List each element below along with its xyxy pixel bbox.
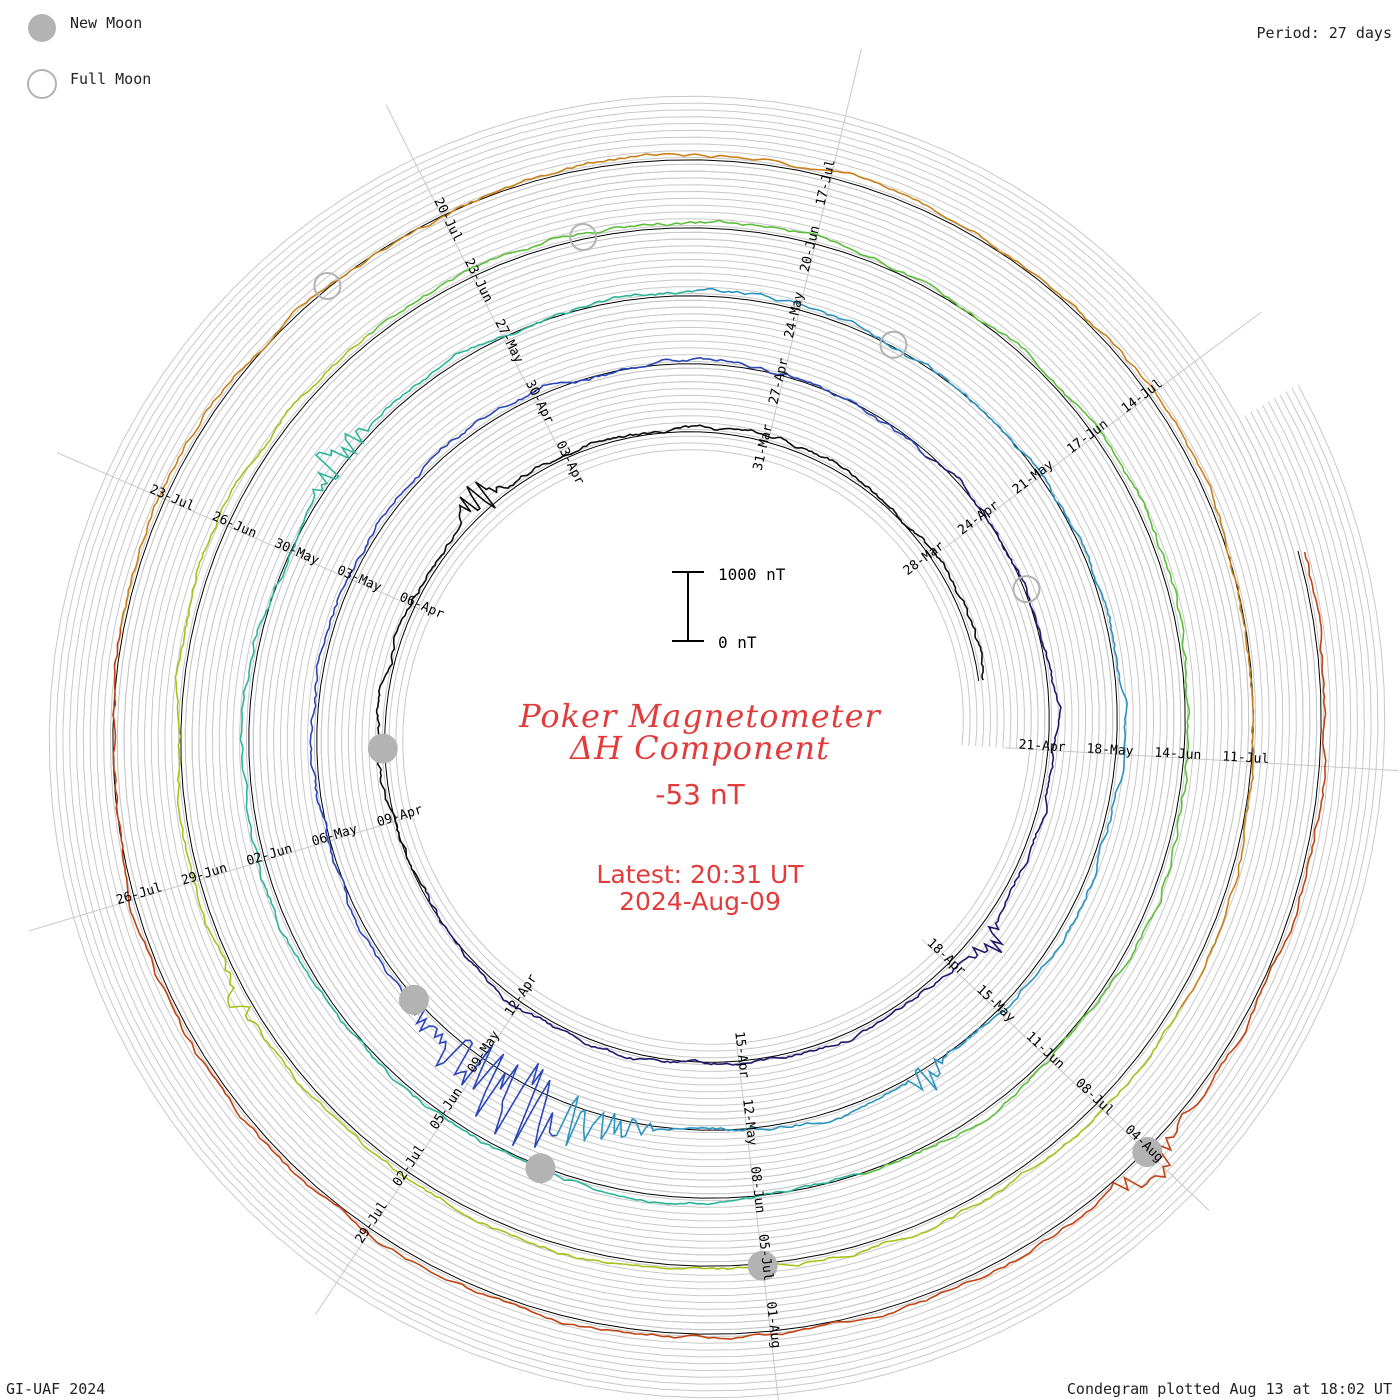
grid-spiral bbox=[75, 122, 1359, 1372]
day-spoke bbox=[944, 311, 1262, 549]
latest-time: Latest: 20:31 UT bbox=[596, 860, 804, 889]
date-label: 26-Jun bbox=[210, 509, 259, 541]
scale-bar: 1000 nT 0 nT bbox=[672, 565, 786, 652]
date-label: 15-Apr bbox=[731, 1031, 751, 1080]
day-spoke bbox=[769, 48, 862, 434]
current-value: -53 nT bbox=[655, 778, 745, 811]
field-trace-segment bbox=[174, 333, 1182, 1271]
date-label: 30-Apr bbox=[522, 378, 557, 427]
day-spoke bbox=[314, 984, 533, 1316]
full-moon-marker-icon bbox=[879, 330, 908, 359]
date-label: 23-Jul bbox=[147, 482, 196, 514]
grid-spiral bbox=[109, 156, 1325, 1338]
day-spoke bbox=[921, 938, 1210, 1211]
date-label: 14-Jun bbox=[1154, 745, 1202, 763]
field-traces bbox=[112, 152, 1327, 1340]
chart-title-line2: ΔH Component bbox=[569, 729, 831, 767]
new-moon-marker-icon bbox=[525, 1153, 556, 1184]
period-label: Period: 27 days bbox=[1256, 24, 1392, 42]
date-label: 06-Apr bbox=[397, 590, 446, 622]
new-moon-marker-icon bbox=[398, 984, 429, 1015]
grid-spiral bbox=[62, 109, 1372, 1385]
ring-boundary bbox=[112, 159, 1322, 1335]
date-label: 11-Jul bbox=[1222, 749, 1270, 767]
date-label: 26-Jul bbox=[115, 880, 164, 908]
grid-spiral bbox=[89, 136, 1345, 1358]
date-label: 21-Apr bbox=[1018, 738, 1066, 756]
new-moon-marker-icon bbox=[28, 14, 56, 42]
field-trace-segment bbox=[367, 219, 1191, 1175]
grid-spiral bbox=[69, 116, 1365, 1378]
legend-full-moon-label: Full Moon bbox=[70, 70, 152, 88]
date-label: 02-Jun bbox=[245, 841, 294, 869]
chart-title-line1: Poker Magnetometer bbox=[519, 697, 881, 735]
day-spoke bbox=[734, 1032, 779, 1400]
full-moon-marker-icon bbox=[1012, 575, 1041, 604]
date-label: 29-Jun bbox=[180, 861, 229, 889]
field-trace-segment bbox=[119, 152, 1255, 1008]
day-spoke bbox=[29, 816, 408, 932]
date-label: 08-Jun bbox=[747, 1166, 767, 1214]
field-trace-segment bbox=[375, 424, 984, 892]
day-spoke bbox=[1004, 747, 1399, 772]
grid-spiral bbox=[82, 129, 1352, 1365]
full-moon-marker-icon bbox=[27, 69, 57, 99]
grid-spiral bbox=[55, 102, 1379, 1392]
full-moon-marker-icon bbox=[569, 223, 598, 252]
field-trace-segment bbox=[112, 551, 1327, 1340]
plotted-label: Condegram plotted Aug 13 at 18:02 UT bbox=[1066, 1380, 1392, 1398]
day-spoke bbox=[57, 452, 421, 610]
moon-markers bbox=[313, 223, 1163, 1281]
new-moon-marker-icon bbox=[747, 1250, 778, 1281]
scale-top-label: 1000 nT bbox=[718, 565, 786, 584]
field-trace-segment bbox=[555, 287, 1128, 1147]
date-label: 12-May bbox=[739, 1098, 759, 1147]
latest-date: 2024-Aug-09 bbox=[619, 887, 781, 916]
legend-new-moon-label: New Moon bbox=[70, 14, 143, 32]
ring-grid bbox=[48, 95, 1386, 1399]
date-label: 01-Aug bbox=[763, 1301, 783, 1349]
grid-spiral bbox=[48, 95, 1386, 1399]
grid-spiral bbox=[96, 143, 1338, 1351]
date-label: 03-Apr bbox=[553, 439, 588, 488]
new-moon-marker-icon bbox=[1132, 1136, 1163, 1167]
date-label: 18-May bbox=[1086, 742, 1134, 760]
ring-boundaries bbox=[112, 159, 1322, 1335]
credit-label: GI-UAF 2024 bbox=[6, 1380, 106, 1398]
field-trace-segment bbox=[309, 356, 926, 1148]
scale-bottom-label: 0 nT bbox=[718, 633, 757, 652]
field-trace-segment bbox=[425, 455, 1062, 1066]
new-moon-marker-icon bbox=[367, 733, 398, 764]
date-label: 05-Jul bbox=[755, 1233, 775, 1281]
full-moon-marker-icon bbox=[313, 271, 342, 300]
grid-spiral bbox=[103, 150, 1331, 1344]
field-trace-segment bbox=[239, 289, 862, 1206]
